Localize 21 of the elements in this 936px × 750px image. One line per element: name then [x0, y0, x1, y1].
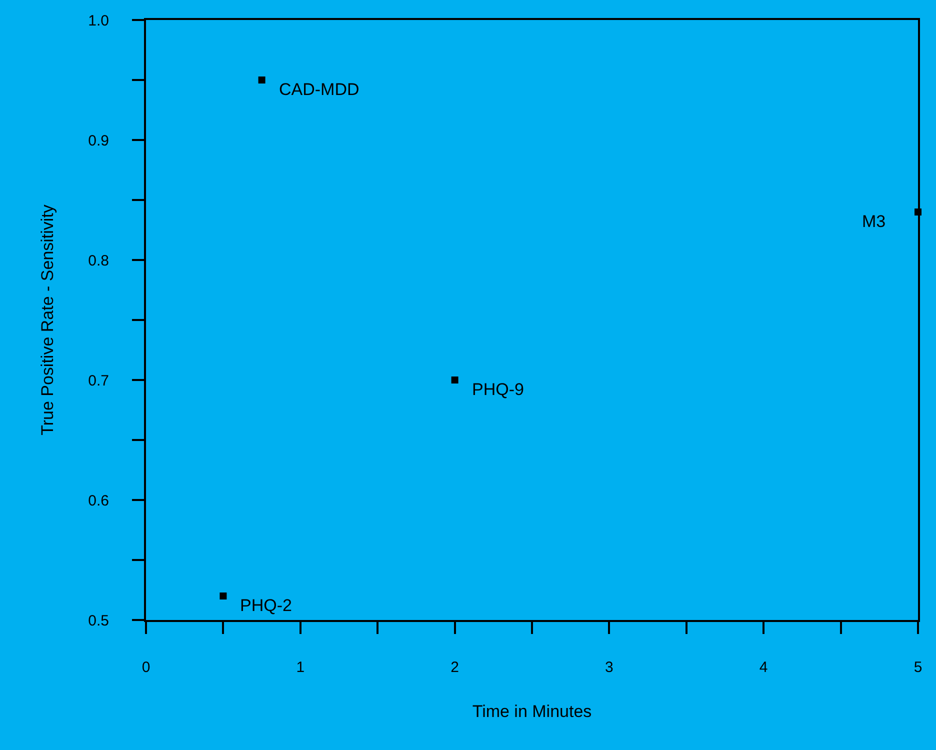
point	[258, 76, 266, 84]
annotation: CAD-MDD	[279, 80, 360, 99]
y-tick-label: 0.8	[88, 252, 109, 270]
x-tick-label: 2	[450, 659, 459, 676]
point	[220, 592, 227, 600]
y-tick-label: 0.5	[88, 612, 109, 630]
x-tick-label: 3	[605, 659, 614, 676]
x-tick-label: 0	[142, 659, 150, 676]
y-tick-label: 1.0	[88, 12, 109, 30]
annotation: PHQ-9	[472, 380, 524, 399]
x-tick-label: 5	[914, 659, 922, 676]
y-tick-label: 0.6	[88, 492, 109, 510]
annotation: M3	[862, 212, 886, 231]
y-tick-label: 0.9	[88, 132, 109, 150]
x-tick-label: 1	[296, 659, 305, 676]
y-tick-label: 0.7	[88, 372, 109, 390]
x-tick-label: 4	[759, 659, 768, 676]
x-axis-title: Time in Minutes	[472, 702, 592, 721]
point	[451, 376, 458, 384]
annotation: PHQ-2	[240, 596, 292, 615]
y-axis-title: True Positive Rate - Sensitivity	[38, 204, 58, 436]
